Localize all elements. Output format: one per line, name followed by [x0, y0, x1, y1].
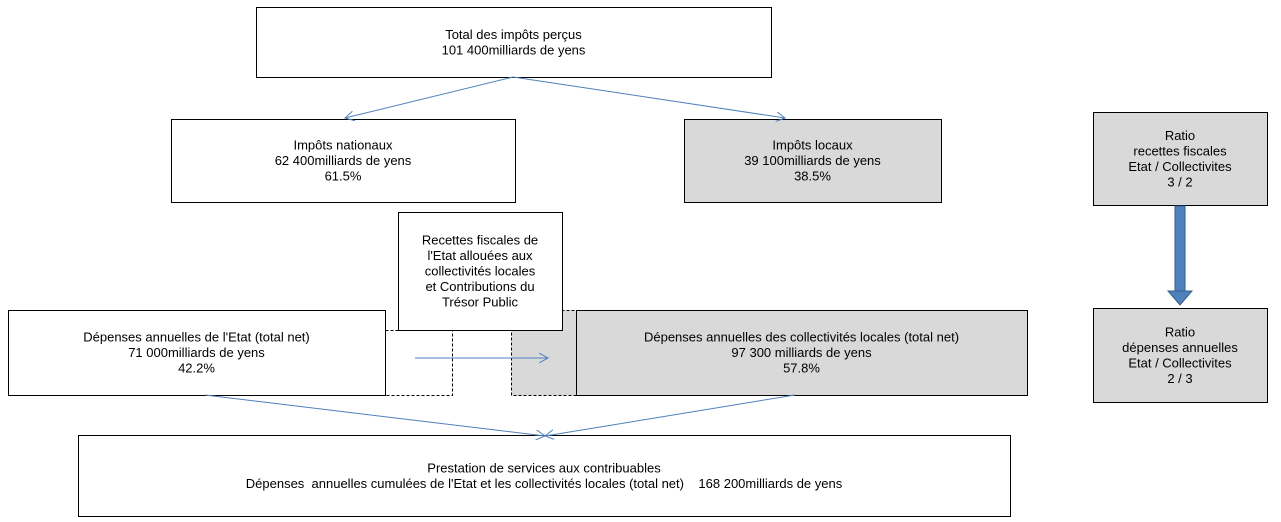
node-label: collectivités locales	[425, 264, 536, 279]
arrow	[204, 394, 545, 436]
dashed-box	[385, 330, 453, 396]
node-label: 39 100milliards de yens	[744, 153, 881, 168]
node-label: 62 400milliards de yens	[275, 153, 412, 168]
node-label: Ratio	[1165, 324, 1195, 339]
arrow	[345, 76, 514, 118]
node-label: 61.5%	[325, 169, 362, 184]
node-label: Etat / Collectivites	[1128, 355, 1232, 370]
node-box	[256, 7, 772, 78]
arrow	[512, 76, 785, 118]
node-label: Prestation de services aux contribuables	[427, 460, 661, 475]
node-label: Dépenses annuelles de l'Etat (total net)	[83, 330, 310, 345]
node-label: 71 000milliards de yens	[128, 345, 265, 360]
node-label: Dépenses annuelles cumulées de l'Etat et…	[246, 476, 843, 491]
thick-arrow	[1166, 205, 1194, 306]
node-label: Total des impôts perçus	[445, 27, 582, 42]
node-label: 101 400milliards de yens	[442, 42, 586, 57]
node-label: Etat / Collectivites	[1128, 159, 1232, 174]
node-label: dépenses annuelles	[1122, 340, 1238, 355]
node-label: recettes fiscales	[1133, 143, 1227, 158]
node-label: 97 300 milliards de yens	[731, 345, 872, 360]
node-label: Trésor Public	[442, 295, 519, 310]
node-box	[78, 435, 1011, 517]
node-label: l'Etat allouées aux	[427, 248, 533, 263]
node-label: 2 / 3	[1167, 371, 1192, 386]
node-label: Impôts nationaux	[293, 138, 393, 153]
node-box	[1093, 308, 1268, 403]
node-box	[398, 212, 563, 331]
arrow	[545, 394, 796, 436]
node-box	[1093, 112, 1268, 206]
node-label: 38.5%	[794, 169, 831, 184]
node-box	[8, 310, 386, 396]
node-label: Dépenses annuelles des collectivités loc…	[644, 330, 959, 345]
node-label: 42.2%	[178, 361, 215, 376]
node-box	[576, 310, 1028, 396]
node-label: Impôts locaux	[772, 138, 853, 153]
node-label: Ratio	[1165, 128, 1195, 143]
node-label: 3 / 2	[1167, 174, 1192, 189]
node-label: et Contributions du	[425, 279, 534, 294]
node-box	[684, 119, 942, 203]
node-label: Recettes fiscales de	[422, 233, 538, 248]
node-label: 57.8%	[783, 361, 820, 376]
node-box	[171, 119, 516, 203]
